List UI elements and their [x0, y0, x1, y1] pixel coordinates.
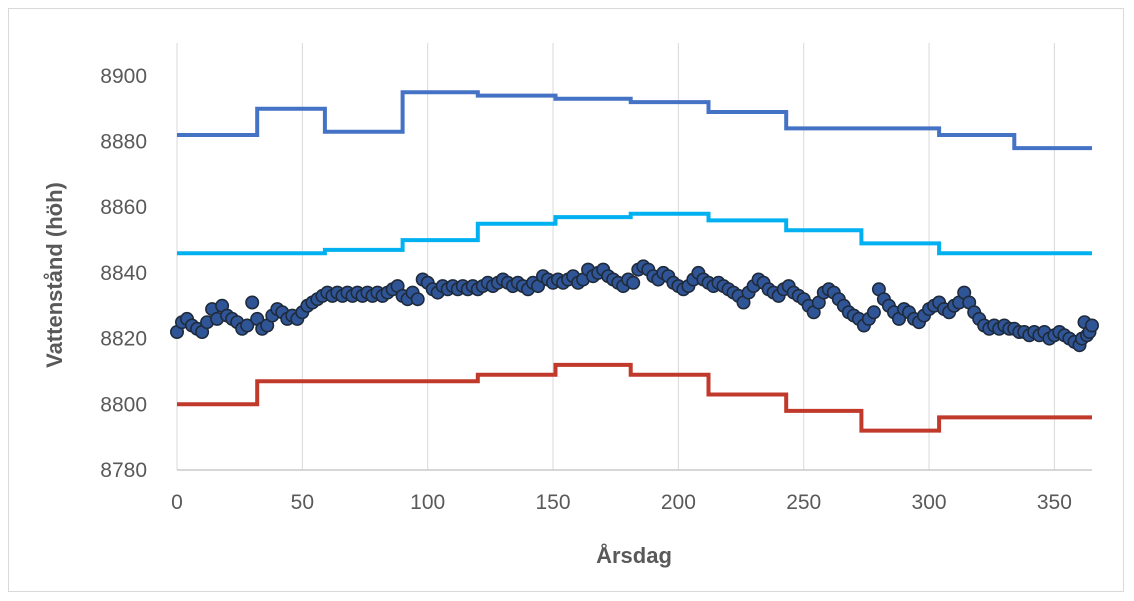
scatter-point: [240, 318, 255, 333]
y-tick-label: 8780: [100, 459, 147, 482]
y-tick-label: 8840: [100, 262, 147, 285]
tick-labels: 0 50 100 150 200 250 300 350 8780 8800 8820 8840 886…: [100, 65, 1072, 514]
x-tick-label: 300: [912, 491, 947, 514]
step-line-series-3: [177, 362, 1092, 433]
gridlines: [176, 43, 1092, 471]
x-tick-label: 100: [410, 491, 445, 514]
scatter-point: [866, 305, 881, 320]
y-tick-label: 8800: [100, 393, 147, 416]
scatter-point: [1085, 318, 1100, 333]
x-tick-label: 0: [171, 491, 183, 514]
y-tick-label: 8880: [100, 131, 147, 154]
scatter-point: [626, 275, 641, 290]
y-tick-label: 8820: [100, 328, 147, 351]
x-tick-label: 50: [291, 491, 314, 514]
x-axis-title: Årsdag: [596, 542, 672, 568]
scatter-series: [170, 259, 1100, 353]
y-tick-label: 8900: [100, 65, 147, 88]
x-tick-label: 200: [661, 491, 696, 514]
x-tick-label: 350: [1037, 491, 1072, 514]
scatter-point: [410, 292, 425, 307]
x-tick-label: 250: [786, 491, 821, 514]
scatter-point: [245, 295, 260, 310]
y-axis-title: Vattenstånd (höh): [42, 182, 67, 368]
series-group: [170, 90, 1100, 433]
y-tick-label: 8860: [100, 196, 147, 219]
step-line-series-2: [177, 211, 1092, 256]
step-line-series-1: [177, 90, 1092, 151]
x-tick-label: 150: [536, 491, 571, 514]
